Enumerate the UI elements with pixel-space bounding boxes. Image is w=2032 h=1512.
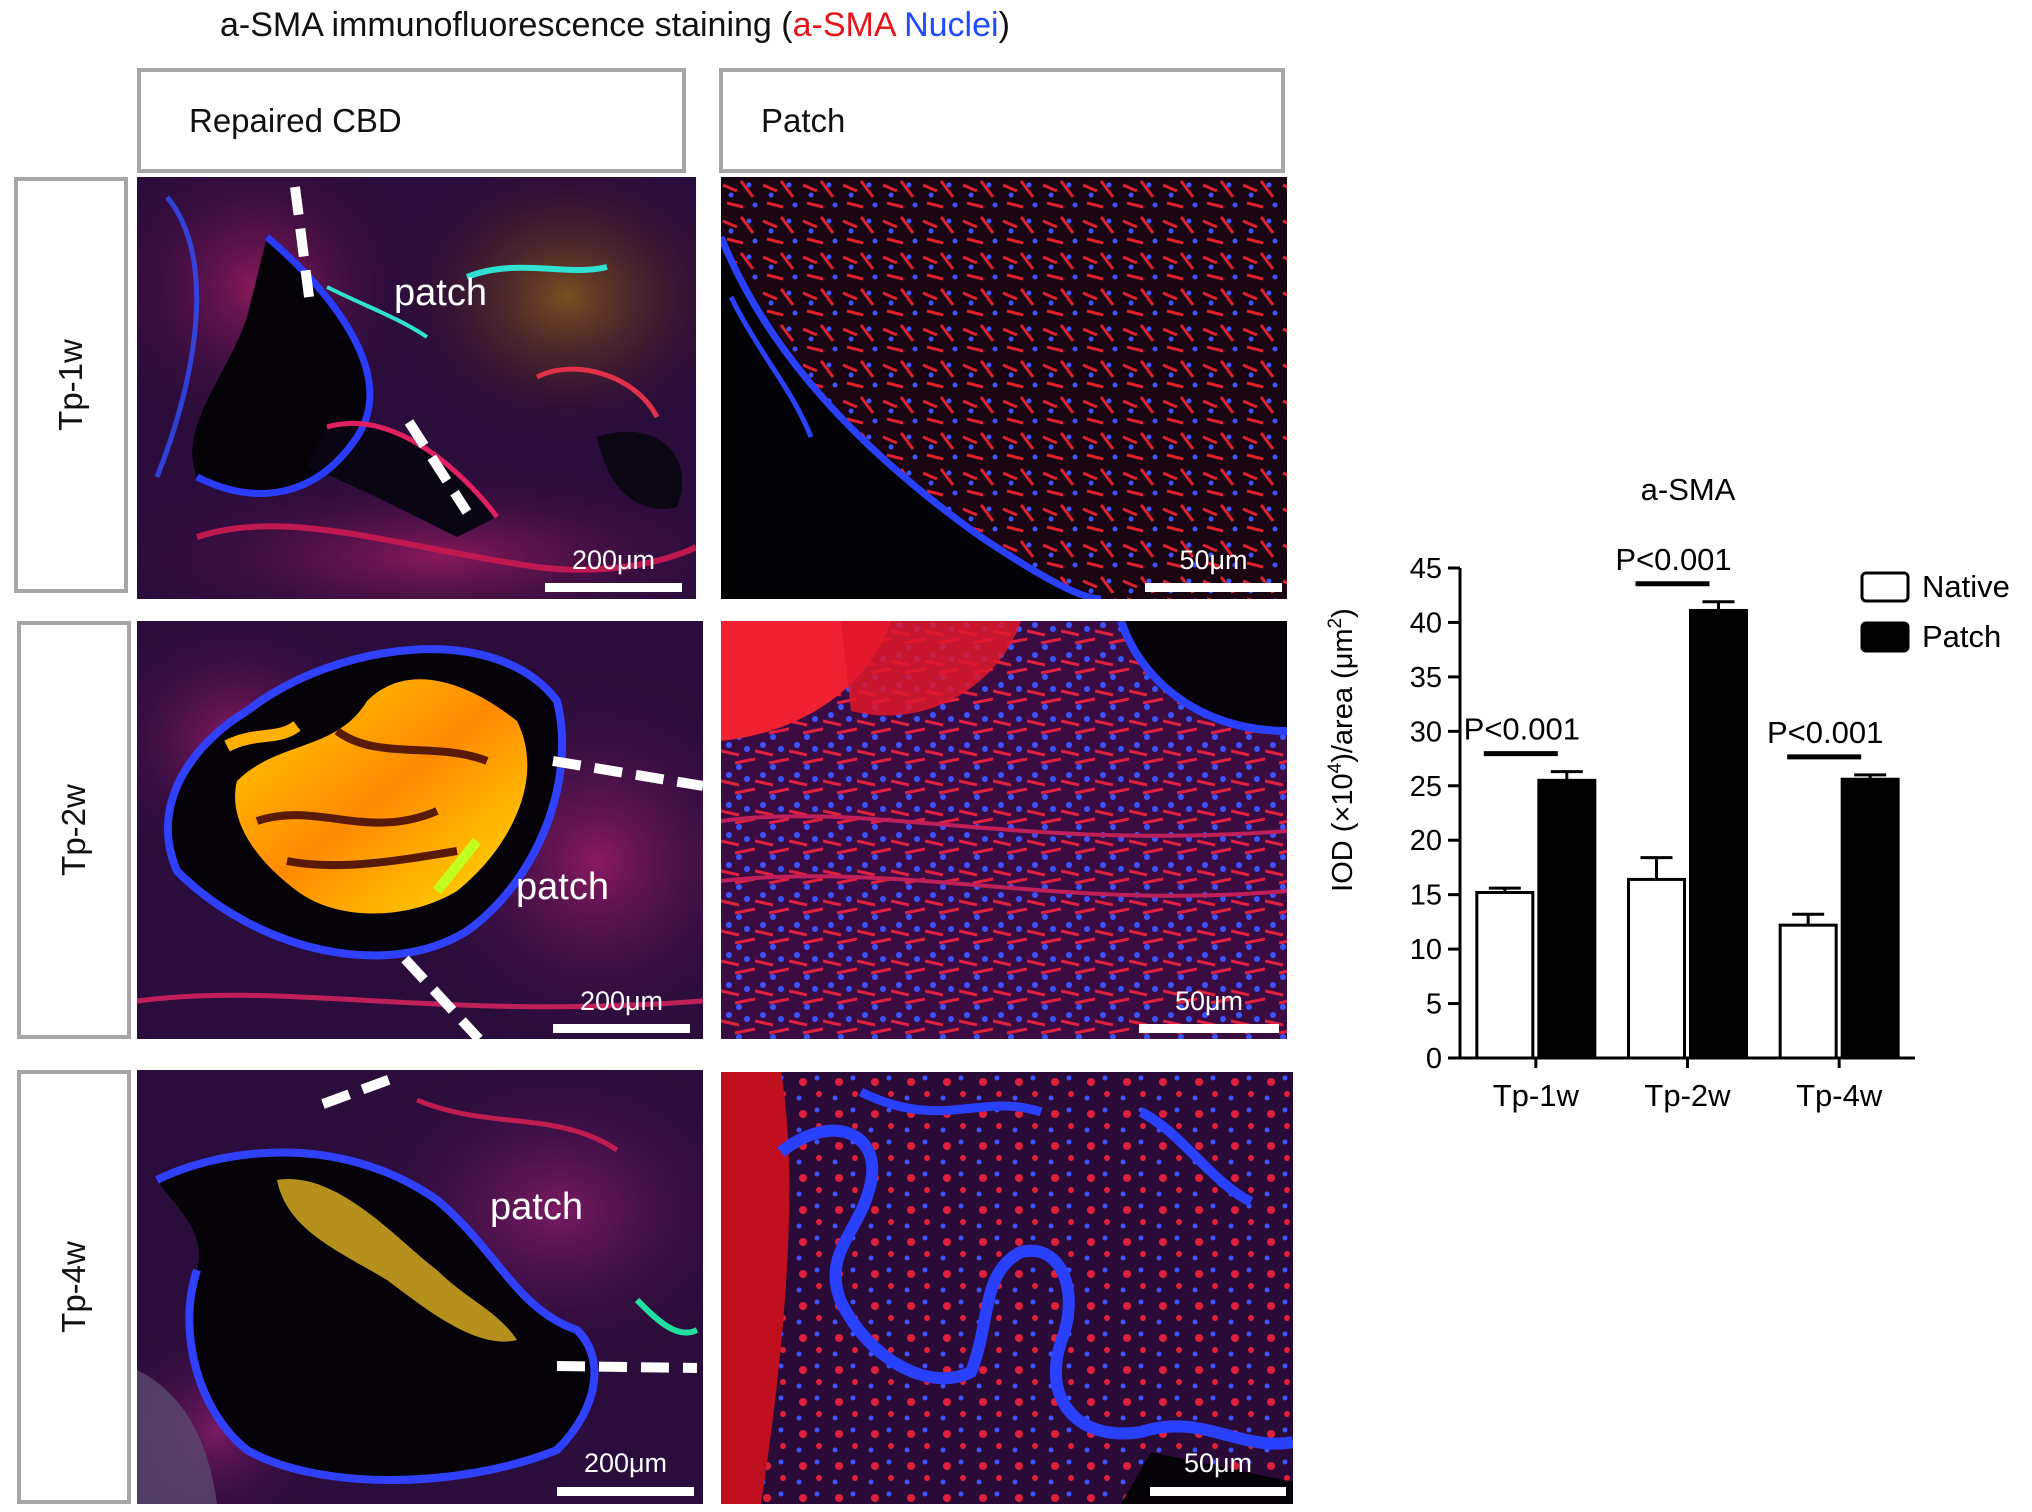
scale-bar-tp-2w-left <box>553 1024 690 1033</box>
significance-annotations: P<0.001 P<0.001 P<0.001 <box>1464 542 1883 760</box>
p-value-label: P<0.001 <box>1615 542 1731 577</box>
scale-label-tp-2w-left: 200μm <box>579 986 664 1016</box>
y-tick-label: 15 <box>1410 880 1442 912</box>
micrograph-tp-1w-patch <box>721 177 1287 599</box>
y-tick-label: 35 <box>1410 662 1442 694</box>
row-header-label: Tp-1w <box>52 339 89 431</box>
chart-legend: Native Patch <box>1860 569 2010 654</box>
title-nuclei: Nuclei <box>904 6 999 44</box>
micrograph-tp-1w-repaired-cbd <box>137 177 696 599</box>
legend-swatch-patch <box>1860 621 1910 653</box>
p-value-label: P<0.001 <box>1464 712 1580 747</box>
column-header-label: Patch <box>761 101 846 139</box>
scale-label-tp-4w-right: 50μm <box>1183 1448 1253 1478</box>
p-value-label: P<0.001 <box>1767 715 1883 750</box>
title-suffix: ) <box>998 6 1010 44</box>
y-tick-label: 20 <box>1410 825 1442 857</box>
micrograph-tp-4w-repaired-cbd <box>137 1070 703 1504</box>
asma-bar-chart: a-SMA IOD (×104)/area (μm2) 0 5 10 15 20 25 30… <box>1325 472 2010 1113</box>
y-tick-label: 45 <box>1410 553 1442 585</box>
column-header-repaired-cbd: Repaired CBD <box>137 68 686 173</box>
row-header-label: Tp-4w <box>55 1241 92 1333</box>
scale-bar-tp-2w-right <box>1139 1024 1279 1033</box>
title-prefix: a-SMA immunofluorescence staining ( <box>220 6 793 44</box>
y-tick-label: 5 <box>1426 989 1442 1021</box>
patch-annotation-tp-2w: patch <box>516 866 609 908</box>
scale-label-tp-2w-right: 50μm <box>1174 986 1244 1016</box>
legend-label-native: Native <box>1922 569 2010 604</box>
y-tick-label: 0 <box>1426 1043 1442 1075</box>
y-tick-label: 30 <box>1410 716 1442 748</box>
x-tick-label: Tp-1w <box>1493 1078 1580 1113</box>
bar-patch-tp-2w <box>1689 608 1748 1060</box>
y-tick-label: 10 <box>1410 934 1442 966</box>
bar-native-tp-2w <box>1627 877 1686 1060</box>
scale-label-tp-4w-left: 200μm <box>583 1448 668 1478</box>
ylabel-mid: )/area (μm <box>1327 628 1359 762</box>
row-header-tp-2w: Tp-2w <box>17 621 131 1039</box>
column-header-label: Repaired CBD <box>189 101 402 139</box>
x-tick-label: Tp-4w <box>1796 1078 1883 1113</box>
scale-label-tp-1w-left: 200μm <box>571 545 656 575</box>
column-header-patch: Patch <box>719 68 1285 173</box>
ylabel-sup1: 4 <box>1325 762 1346 773</box>
ylabel-prefix: IOD (×10 <box>1327 773 1359 891</box>
scale-bar-tp-1w-right <box>1145 583 1282 592</box>
row-header-tp-1w: Tp-1w <box>14 177 128 593</box>
title-asma: a-SMA <box>792 6 895 44</box>
scale-label-tp-1w-right: 50μm <box>1179 545 1248 575</box>
legend-swatch-native <box>1860 571 1910 603</box>
bar-native-tp-1w <box>1475 890 1535 1060</box>
micrograph-tp-2w-repaired-cbd <box>137 621 703 1039</box>
micrograph-tp-4w-patch <box>721 1072 1293 1504</box>
y-axis: 0 5 10 15 20 25 30 35 40 45 <box>1410 553 1462 1075</box>
patch-annotation-tp-4w: patch <box>490 1186 583 1228</box>
y-tick-label: 25 <box>1410 771 1442 803</box>
ylabel-suffix: ) <box>1327 608 1359 618</box>
scale-bar-tp-4w-left <box>557 1487 694 1496</box>
figure-title: a-SMA immunofluorescence staining (a-SMA… <box>220 6 1010 45</box>
micrograph-tp-2w-patch <box>721 621 1287 1039</box>
patch-annotation-tp-1w: patch <box>394 272 487 314</box>
legend-label-patch: Patch <box>1922 619 2001 654</box>
title-space <box>895 6 904 44</box>
bar-patch-tp-1w <box>1537 778 1597 1060</box>
row-header-tp-4w: Tp-4w <box>17 1070 131 1504</box>
scale-bar-tp-4w-right <box>1150 1487 1286 1496</box>
bar-patch-tp-4w <box>1840 777 1900 1060</box>
scale-bar-tp-1w-left <box>545 583 682 592</box>
x-axis: Tp-1w Tp-2w Tp-4w <box>1460 1056 1915 1113</box>
x-tick-label: Tp-2w <box>1644 1078 1731 1113</box>
ylabel-sup2: 2 <box>1325 618 1346 629</box>
y-tick-label: 40 <box>1410 607 1442 639</box>
chart-title: a-SMA <box>1641 472 1736 507</box>
bars <box>1475 600 1900 1060</box>
y-axis-label: IOD (×104)/area (μm2) <box>1325 608 1359 892</box>
bar-native-tp-4w <box>1778 923 1838 1060</box>
row-header-label: Tp-2w <box>55 784 92 876</box>
